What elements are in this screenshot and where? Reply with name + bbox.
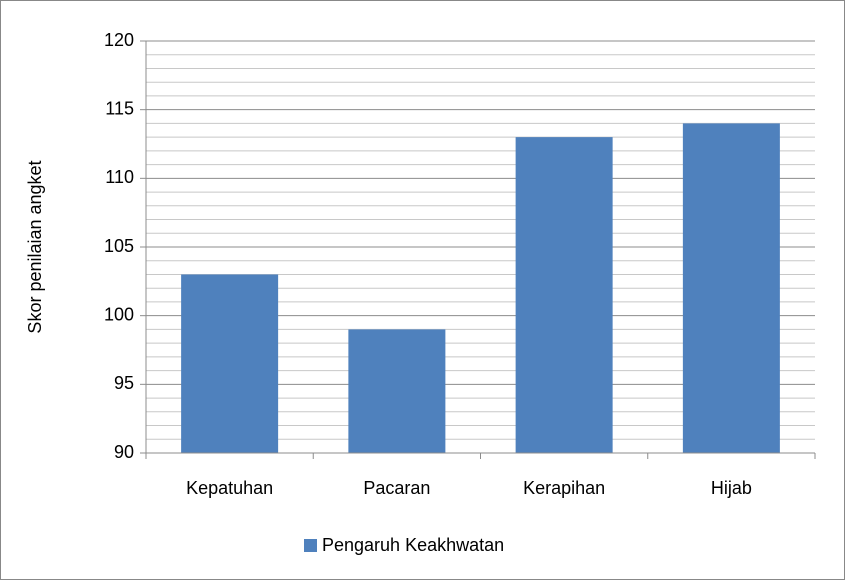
x-tick-label: Pacaran: [363, 478, 430, 498]
y-tick-label: 95: [114, 373, 134, 393]
x-tick-label: Kerapihan: [523, 478, 605, 498]
y-tick-label: 100: [104, 304, 134, 324]
y-tick-label: 120: [104, 30, 134, 50]
x-tick-label: Hijab: [711, 478, 752, 498]
x-tick-label: Kepatuhan: [186, 478, 273, 498]
y-tick-label: 115: [105, 98, 134, 118]
y-axis-label: Skor penilaian angket: [25, 160, 45, 333]
y-tick-label: 90: [114, 442, 134, 462]
bar: [348, 329, 446, 453]
legend-swatch: [304, 539, 317, 552]
y-tick-label: 105: [104, 236, 134, 256]
bar: [181, 274, 279, 453]
bar: [682, 123, 780, 454]
bar: [515, 137, 613, 453]
legend-label: Pengaruh Keakhwatan: [322, 535, 504, 555]
y-tick-label: 110: [105, 167, 134, 187]
